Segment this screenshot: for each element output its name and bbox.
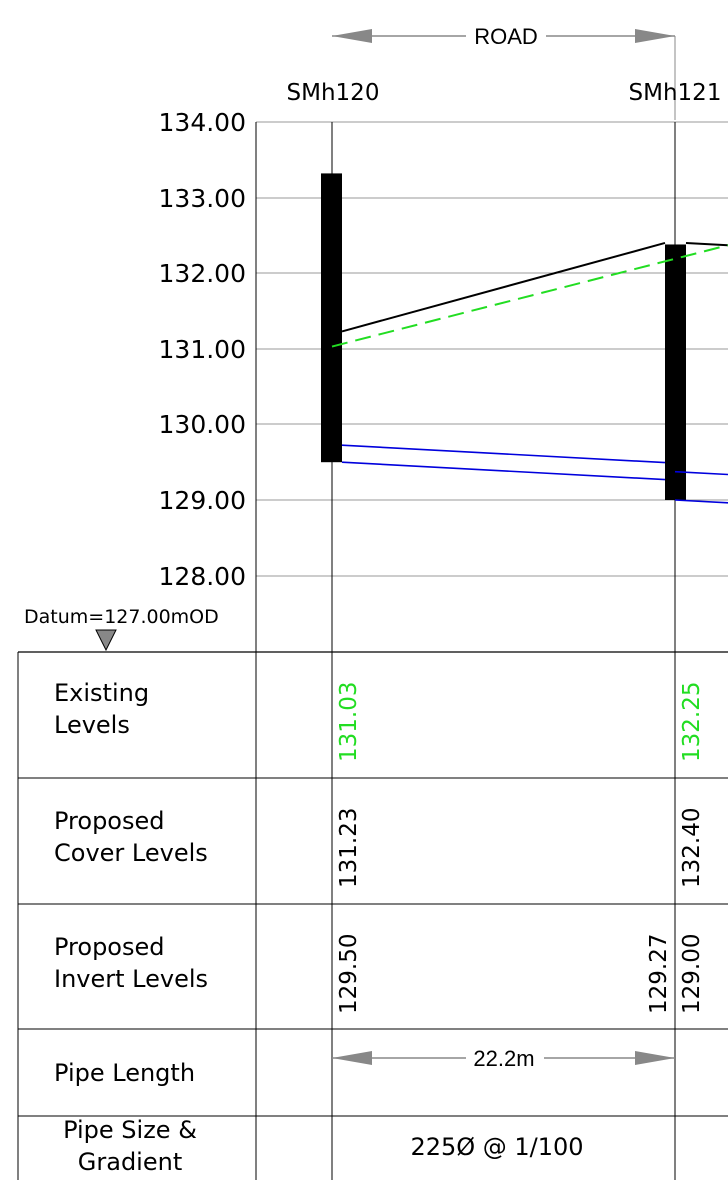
row-label-pipe-length: Pipe Length [54, 1059, 195, 1087]
y-tick-label: 129.00 [159, 486, 246, 515]
row-label-existing-1: Existing [54, 679, 149, 707]
row-label-pipe-size-1: Pipe Size & [63, 1116, 197, 1144]
row-label-pipe-size-2: Gradient [78, 1148, 182, 1176]
pipe-length-arrow-right [635, 1051, 675, 1065]
y-tick-label: 133.00 [159, 184, 246, 213]
row-label-cover-1: Proposed [54, 807, 165, 835]
road-label-bg [466, 24, 546, 48]
pipe-crown-line [341, 444, 666, 464]
y-tick-label: 130.00 [159, 410, 246, 439]
y-tick-label: 131.00 [159, 335, 246, 364]
pipe-size-gradient-value: 225Ø @ 1/100 [410, 1133, 583, 1161]
pipe-invert-line [341, 461, 666, 481]
pipe-outgoing-crown-line [674, 470, 728, 476]
road-dimension: ROAD [332, 24, 676, 120]
y-tick-label: 134.00 [159, 108, 246, 137]
manhole-name-smh120: SMh120 [287, 80, 380, 106]
manhole-chamber-smh121 [665, 244, 686, 500]
proposed-surface-line-continue [685, 241, 728, 247]
level-table: Existing Levels Proposed Cover Levels Pr… [17, 651, 728, 1180]
row-label-existing-2: Levels [54, 711, 130, 739]
y-axis-labels: 134.00 133.00 132.00 131.00 130.00 129.0… [159, 108, 246, 591]
road-label: ROAD [474, 24, 538, 49]
proposed-surface-line [341, 241, 666, 333]
pipe-length-value: 22.2m [473, 1046, 534, 1071]
row-label-cover-2: Cover Levels [54, 839, 208, 867]
invert-level-smh121-in: 129.27 [646, 934, 672, 1014]
existing-ground-line [331, 244, 728, 348]
row-label-invert-1: Proposed [54, 933, 165, 961]
row-label-invert-2: Invert Levels [54, 965, 208, 993]
invert-level-smh121-out: 129.00 [679, 934, 705, 1014]
invert-level-smh120: 129.50 [336, 934, 362, 1014]
cover-level-smh120: 131.23 [336, 808, 362, 888]
road-arrow-left [332, 29, 372, 43]
road-arrow-right [635, 29, 675, 43]
manhole-name-smh121: SMh121 [629, 80, 722, 106]
existing-level-smh121: 132.25 [679, 682, 705, 762]
y-tick-label: 132.00 [159, 259, 246, 288]
datum-triangle-icon [95, 629, 117, 652]
existing-level-smh120: 131.03 [336, 682, 362, 762]
datum-label: Datum=127.00mOD [24, 606, 219, 628]
manhole-chamber-smh120 [321, 173, 342, 463]
y-tick-label: 128.00 [159, 562, 246, 591]
pipe-outgoing-invert-line [674, 499, 728, 504]
pipe-length-arrow-left [332, 1051, 372, 1065]
pipe-length-label-bg [466, 1046, 544, 1070]
cover-level-smh121: 132.40 [679, 808, 705, 888]
